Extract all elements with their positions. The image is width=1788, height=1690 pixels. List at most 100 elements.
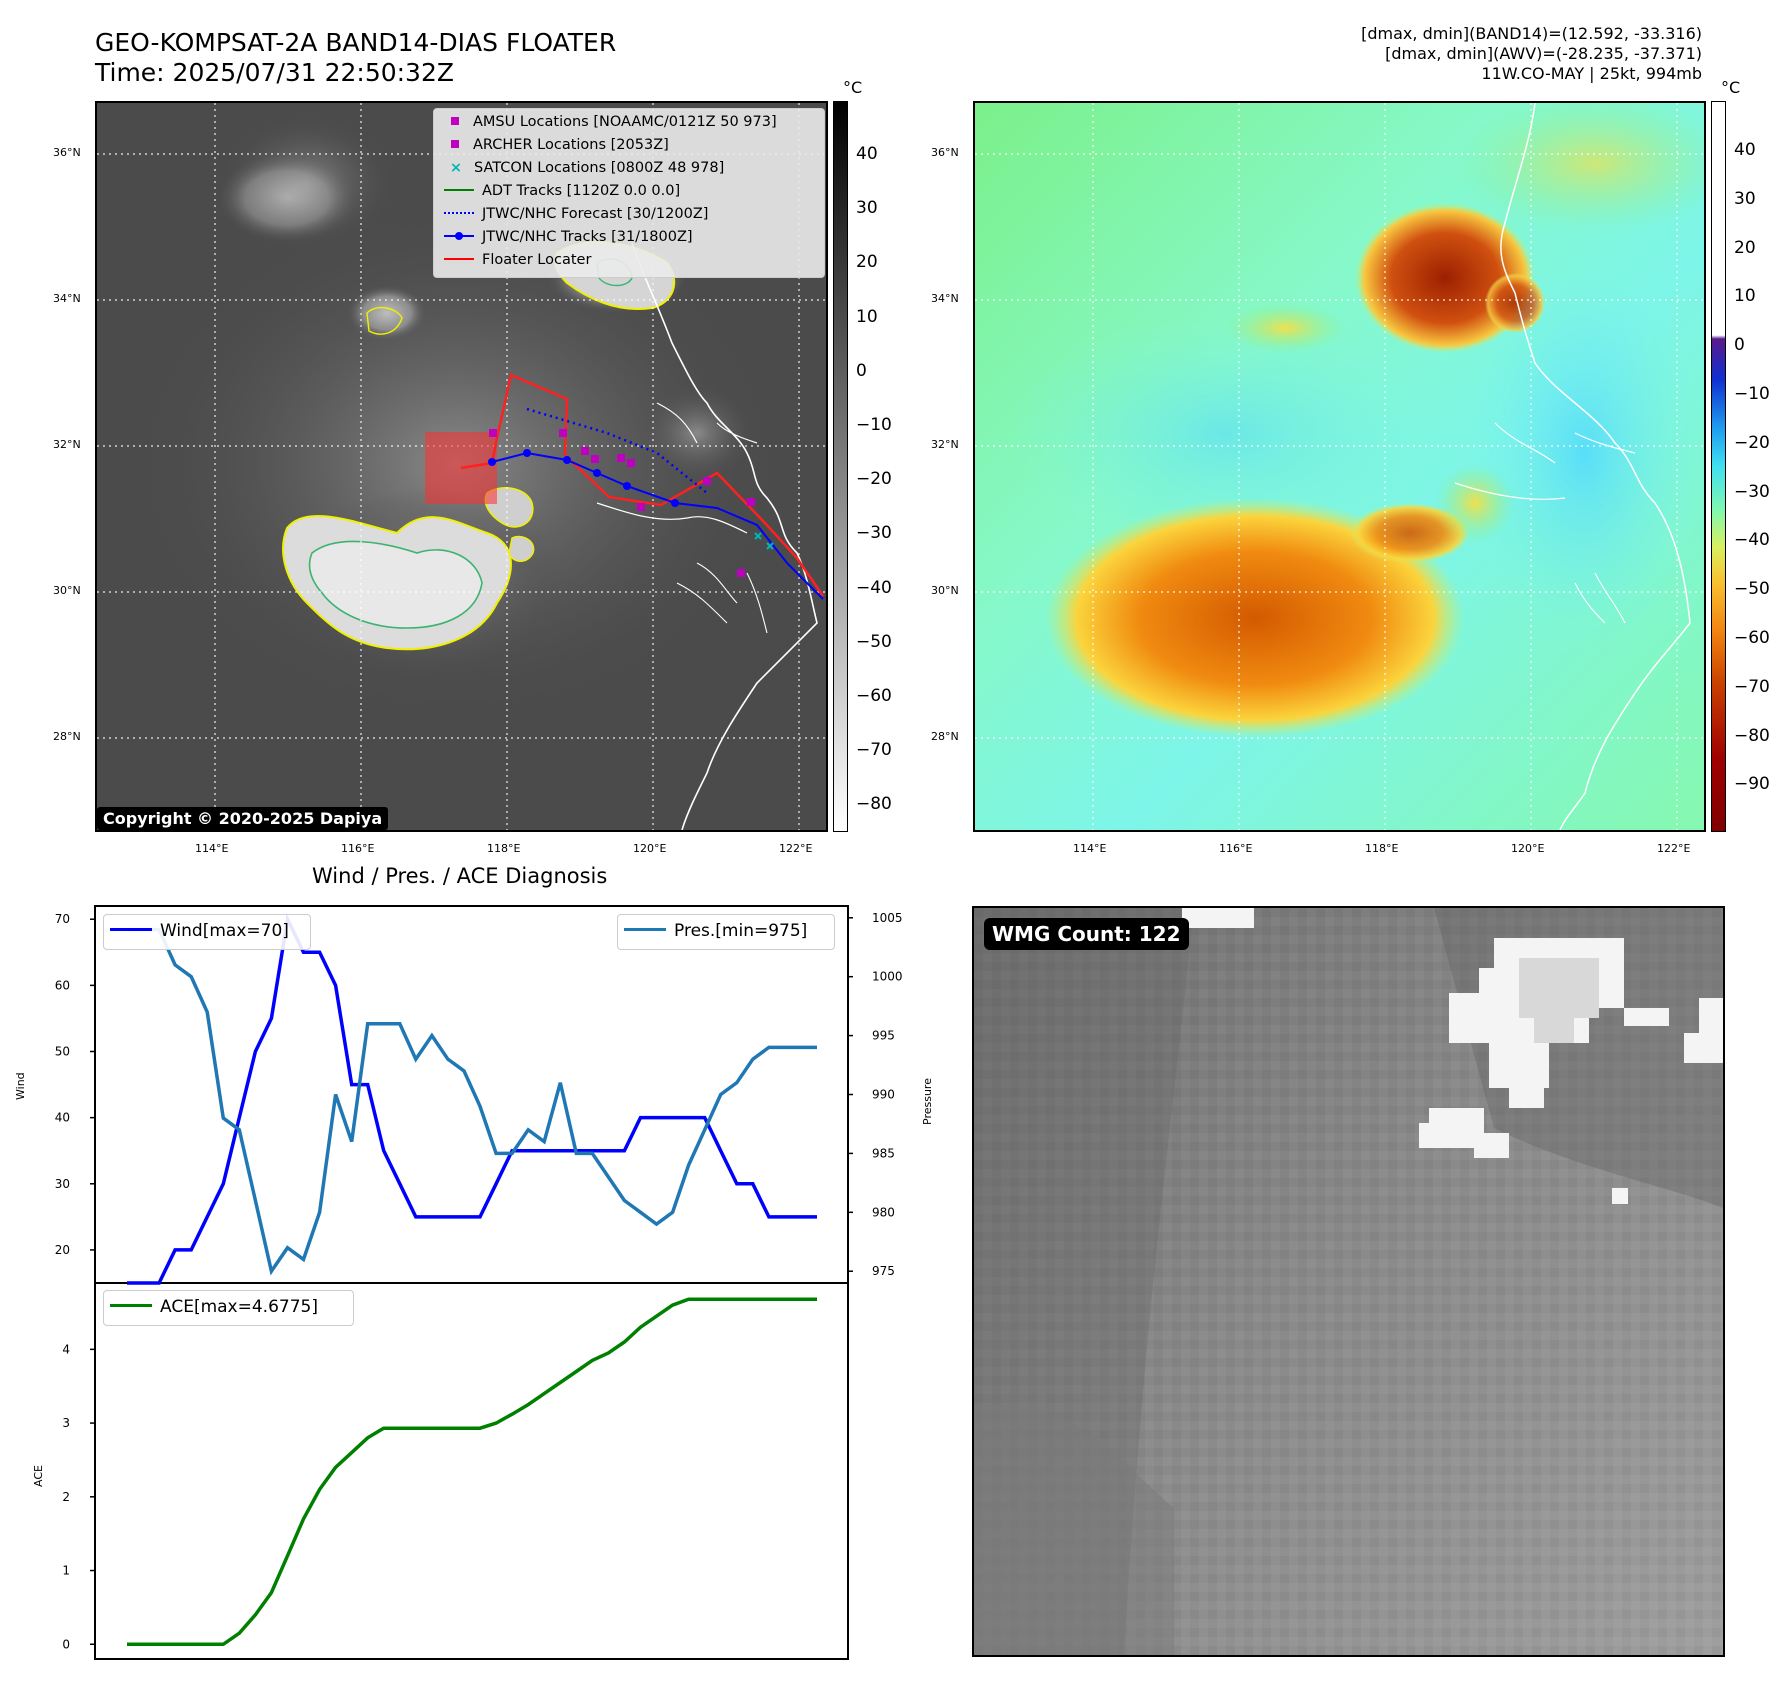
colorbar-tick-label: −40	[856, 577, 892, 598]
colorbar-tick-label: −10	[856, 415, 892, 435]
legend-label: SATCON Locations [0800Z 48 978]	[474, 160, 725, 176]
pressure-legend-label: Pres.[min=975]	[674, 921, 808, 941]
colorbar-tick-label: −80	[1734, 725, 1770, 746]
lat-label: 36°N	[53, 146, 81, 159]
colorbar-tick-label: −30	[856, 523, 892, 544]
wv-map-image	[975, 103, 1704, 830]
legend-item-amsu: AMSU Locations [NOAAMC/0121Z 50 973]	[444, 114, 777, 130]
ace-tick-label: 1	[62, 1564, 70, 1578]
colorbar-tick-label: 10	[856, 306, 878, 327]
lat-label: 30°N	[931, 584, 959, 597]
dotted-line-icon	[444, 212, 474, 214]
wmg-panel: WMG Count: 122	[972, 906, 1725, 1657]
lon-label: 116°E	[341, 842, 375, 855]
x-marker-icon: ×	[449, 160, 463, 176]
ace-legend: ACE[max=4.6775]	[103, 1290, 354, 1326]
wind-tick-label: 50	[55, 1045, 70, 1059]
legend-label: JTWC/NHC Forecast [30/1200Z]	[482, 206, 709, 222]
colorbar-tick-label: 0	[1734, 335, 1745, 356]
colorbar-tick-label: 30	[1734, 188, 1756, 209]
lat-label: 30°N	[53, 584, 81, 597]
ace-axis-label: ACE	[32, 1465, 45, 1487]
legend-item-adt: ADT Tracks [1120Z 0.0 0.0]	[444, 183, 680, 199]
pressure-tick-label: 990	[872, 1088, 895, 1102]
diagnosis-chart: 70 60 50 40 30 20 1005 1000 995 990 985 980 975 4 3 2 1 0	[55, 905, 903, 1660]
wind-tick-label: 40	[55, 1111, 70, 1125]
colorbar-tick-label: 0	[856, 360, 867, 381]
wind-tick-label: 70	[55, 912, 70, 926]
wind-legend: Wind[max=70]	[103, 914, 311, 950]
line-marker-icon	[110, 928, 152, 931]
info-band14: [dmax, dmin](BAND14)=(12.592, -33.316)	[1361, 24, 1702, 43]
ace-legend-label: ACE[max=4.6775]	[160, 1297, 318, 1317]
ace-tick-label: 0	[62, 1637, 70, 1651]
lon-label: 120°E	[633, 842, 667, 855]
title-line-2: Time: 2025/07/31 22:50:32Z	[95, 58, 454, 87]
lat-label: 34°N	[931, 292, 959, 305]
wind-tick-label: 60	[55, 978, 70, 992]
colorbar-tick-label: −30	[1734, 481, 1770, 502]
legend-item-forecast: JTWC/NHC Forecast [30/1200Z]	[444, 206, 708, 222]
map-legend: AMSU Locations [NOAAMC/0121Z 50 973] ARC…	[433, 108, 825, 278]
ace-tick-label: 2	[62, 1490, 70, 1504]
lon-label: 122°E	[1657, 842, 1691, 855]
wind-legend-label: Wind[max=70]	[160, 921, 289, 941]
colorbar-tick-label: −40	[1734, 530, 1770, 551]
pressure-tick-label: 1000	[872, 970, 903, 984]
pressure-tick-label: 980	[872, 1205, 895, 1219]
pressure-tick-label: 1005	[872, 911, 903, 925]
pressure-legend: Pres.[min=975]	[617, 914, 835, 950]
line-marker-icon	[624, 928, 666, 931]
colorbar-tick-label: −90	[1734, 774, 1770, 795]
diagnosis-title: Wind / Pres. / ACE Diagnosis	[312, 864, 608, 888]
lat-label: 28°N	[53, 730, 81, 743]
legend-label: ARCHER Locations [2053Z]	[473, 137, 669, 153]
colorbar-tick-label: 10	[1734, 286, 1756, 307]
wind-pressure-axes	[94, 905, 849, 1284]
wind-axis-label: Wind	[14, 1072, 27, 1100]
pressure-tick-label: 975	[872, 1264, 895, 1278]
figure-title: GEO-KOMPSAT-2A BAND14-DIAS FLOATER Time:…	[95, 28, 616, 88]
legend-item-tracks: JTWC/NHC Tracks [31/1800Z]	[444, 229, 693, 245]
wmg-count-label: WMG Count: 122	[984, 918, 1189, 950]
legend-item-archer: ARCHER Locations [2053Z]	[444, 137, 669, 153]
colorbar-tick-label: −10	[1734, 384, 1770, 404]
ace-series-line	[127, 1297, 817, 1647]
square-marker-icon	[451, 117, 459, 125]
colorbar-tick-label: 20	[856, 252, 878, 273]
title-line-1: GEO-KOMPSAT-2A BAND14-DIAS FLOATER	[95, 28, 617, 57]
legend-item-floater: Floater Locater	[444, 252, 591, 268]
lon-label: 114°E	[195, 842, 229, 855]
lat-label: 34°N	[53, 292, 81, 305]
lon-label: 118°E	[487, 842, 521, 855]
legend-item-satcon: × SATCON Locations [0800Z 48 978]	[444, 160, 724, 176]
colorbar-tick-label: −50	[856, 631, 892, 652]
wind-tick-label: 20	[55, 1243, 70, 1257]
colorbar-tick-label: −70	[1734, 676, 1770, 697]
lon-label: 122°E	[779, 842, 813, 855]
colorbar-tick-label: −60	[856, 686, 892, 706]
storm-info: [dmax, dmin](BAND14)=(12.592, -33.316) […	[1361, 24, 1702, 84]
lon-label: 116°E	[1219, 842, 1253, 855]
colorbar-tick-label: −50	[1734, 579, 1770, 600]
pressure-series-line	[127, 927, 817, 1276]
pressure-axis-label: Pressure	[921, 1078, 934, 1125]
wv-colorbar-unit: °C	[1721, 78, 1741, 97]
wv-map-panel	[973, 101, 1706, 832]
legend-label: JTWC/NHC Tracks [31/1800Z]	[482, 229, 693, 245]
wmg-image	[974, 908, 1723, 1655]
line-marker-icon	[444, 258, 474, 260]
lat-label: 36°N	[931, 146, 959, 159]
legend-label: AMSU Locations [NOAAMC/0121Z 50 973]	[473, 114, 777, 130]
colorbar-tick-label: −70	[856, 740, 892, 761]
colorbar-tick-label: 30	[856, 198, 878, 219]
info-awv: [dmax, dmin](AWV)=(-28.235, -37.371)	[1385, 44, 1702, 63]
pressure-tick-label: 995	[872, 1029, 895, 1043]
info-storm: 11W.CO-MAY | 25kt, 994mb	[1481, 64, 1702, 83]
square-marker-icon	[451, 140, 459, 148]
lon-label: 114°E	[1073, 842, 1107, 855]
line-marker-icon	[110, 1304, 152, 1307]
lat-label: 32°N	[931, 438, 959, 451]
colorbar-tick-label: −20	[856, 469, 892, 490]
line-dot-icon	[444, 232, 474, 240]
